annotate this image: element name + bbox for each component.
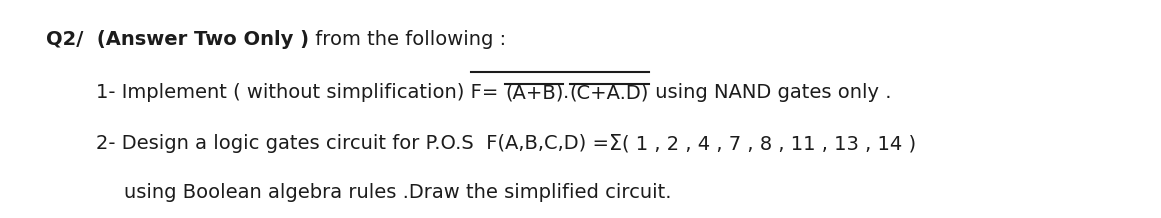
Text: (C+A.D): (C+A.D) [570, 83, 649, 102]
Text: Q2/  (Answer Two Only ): Q2/ (Answer Two Only ) [46, 30, 310, 49]
Text: using NAND gates only .: using NAND gates only . [649, 83, 892, 102]
Text: 1- Implement ( without simplification) F=: 1- Implement ( without simplification) F… [96, 83, 505, 102]
Text: using Boolean algebra rules .Draw the simplified circuit.: using Boolean algebra rules .Draw the si… [124, 183, 672, 203]
Text: (A+B): (A+B) [505, 83, 563, 102]
Text: ( 1 , 2 , 4 , 7 , 8 , 11 , 13 , 14 ): ( 1 , 2 , 4 , 7 , 8 , 11 , 13 , 14 ) [622, 134, 917, 153]
Text: .: . [563, 83, 570, 102]
Text: from the following :: from the following : [310, 30, 506, 49]
Text: 2- Design a logic gates circuit for P.O.S  F(A,B,C,D) =: 2- Design a logic gates circuit for P.O.… [96, 134, 610, 153]
Text: Σ: Σ [610, 134, 622, 154]
